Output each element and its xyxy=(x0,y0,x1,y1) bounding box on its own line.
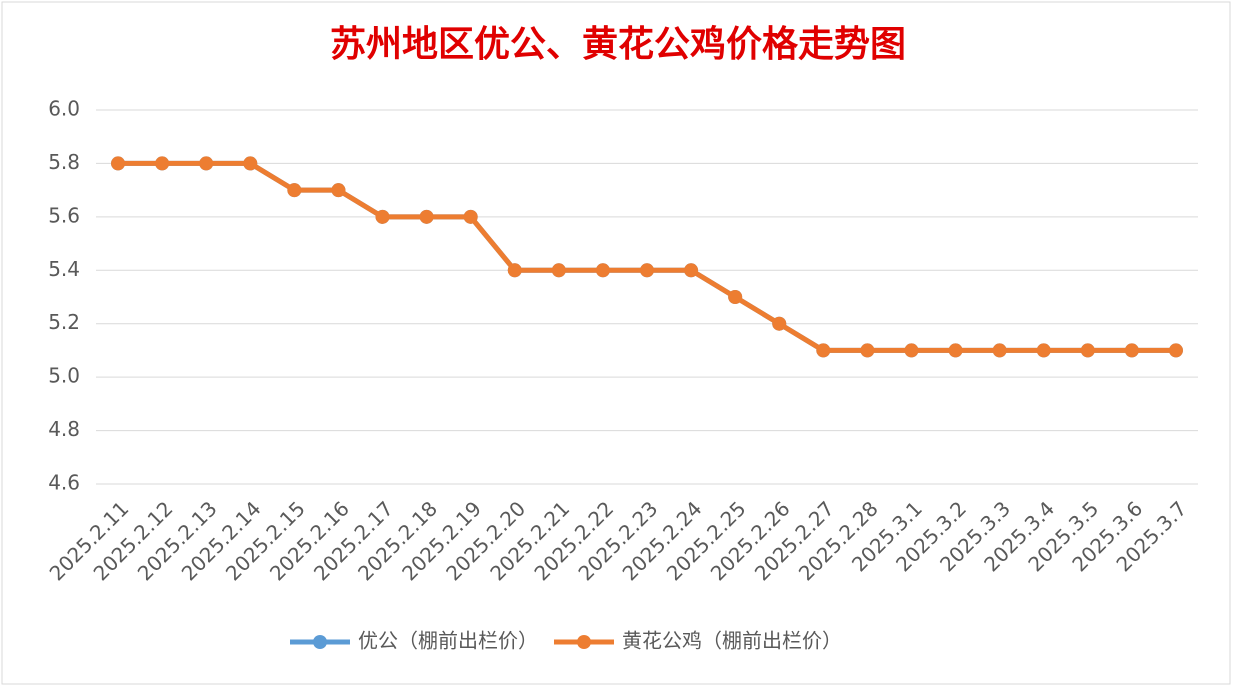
point xyxy=(419,209,434,224)
point xyxy=(1036,343,1051,358)
legend-marker xyxy=(577,635,591,649)
point xyxy=(816,343,831,358)
point xyxy=(948,343,963,358)
point xyxy=(1080,343,1095,358)
point xyxy=(463,209,478,224)
point xyxy=(860,343,875,358)
y-tick-label: 4.8 xyxy=(48,417,80,441)
point xyxy=(684,263,699,278)
point xyxy=(772,316,787,331)
point xyxy=(551,263,566,278)
y-tick-label: 5.4 xyxy=(48,257,80,281)
point xyxy=(640,263,654,278)
y-tick-label: 6.0 xyxy=(48,97,80,121)
legend-label: 黄花公鸡（棚前出栏价） xyxy=(622,629,842,653)
point xyxy=(595,263,610,278)
point xyxy=(243,156,258,171)
y-tick-label: 5.0 xyxy=(48,364,80,388)
point xyxy=(375,209,390,224)
point xyxy=(1124,343,1139,358)
y-tick-label: 5.8 xyxy=(48,150,80,174)
y-tick-label: 5.2 xyxy=(48,310,80,334)
chart-title: 苏州地区优公、黄花公鸡价格走势图 xyxy=(330,23,906,65)
y-tick-label: 4.6 xyxy=(48,471,80,495)
point xyxy=(992,343,1007,358)
point xyxy=(1168,343,1183,358)
point xyxy=(111,156,126,171)
point xyxy=(287,183,302,198)
point xyxy=(728,290,743,304)
point xyxy=(199,156,214,171)
legend-label: 优公（棚前出栏价） xyxy=(358,629,538,653)
legend-marker xyxy=(313,635,327,649)
point xyxy=(155,156,170,171)
point xyxy=(331,183,346,198)
point xyxy=(904,343,919,358)
y-tick-label: 5.6 xyxy=(48,203,80,227)
point xyxy=(507,263,522,278)
